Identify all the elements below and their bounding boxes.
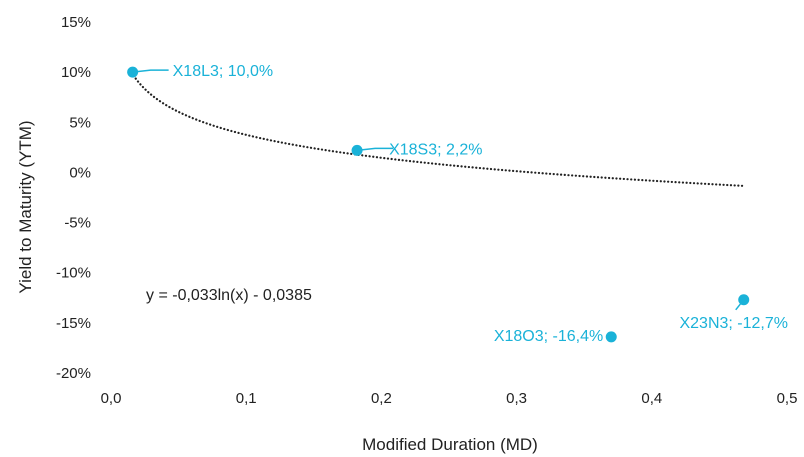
data-point <box>606 331 617 342</box>
y-tick-label: -20% <box>56 365 91 382</box>
x-tick-label: 0,2 <box>371 390 392 407</box>
y-tick-label: -15% <box>56 315 91 332</box>
x-tick-label: 0,4 <box>641 390 662 407</box>
y-tick-label: 15% <box>61 14 91 31</box>
y-tick-label: -5% <box>64 215 91 232</box>
x-tick-label: 0,0 <box>101 390 122 407</box>
y-axis-title: Yield to Maturity (YTM) <box>16 120 35 293</box>
point-group: X18S3; 2,2% <box>352 141 483 158</box>
point-label: X18L3; 10,0% <box>173 63 274 80</box>
log-trendline <box>130 69 744 186</box>
y-axis-ticks: 15% 10% 5% 0% -5% -10% -15% -20% <box>56 14 91 382</box>
trendline-equation: y = -0,033ln(x) - 0,0385 <box>146 287 312 304</box>
point-label: X23N3; -12,7% <box>679 315 788 332</box>
y-tick-label: -10% <box>56 265 91 282</box>
data-point <box>738 294 749 305</box>
point-group: X18L3; 10,0% <box>127 63 273 80</box>
x-axis-ticks: 0,0 0,1 0,2 0,3 0,4 0,5 <box>101 390 798 407</box>
data-point <box>352 145 363 156</box>
data-point <box>127 67 138 78</box>
x-axis-title: Modified Duration (MD) <box>362 435 538 454</box>
point-group: X23N3; -12,7% <box>679 294 788 332</box>
x-tick-label: 0,1 <box>236 390 257 407</box>
y-tick-label: 0% <box>69 164 91 181</box>
y-tick-label: 5% <box>69 114 91 131</box>
x-tick-label: 0,3 <box>506 390 527 407</box>
point-group: X18O3; -16,4% <box>494 328 617 345</box>
point-label: X18O3; -16,4% <box>494 328 603 345</box>
y-tick-label: 10% <box>61 64 91 81</box>
x-tick-label: 0,5 <box>777 390 798 407</box>
point-label: X18S3; 2,2% <box>389 141 482 158</box>
